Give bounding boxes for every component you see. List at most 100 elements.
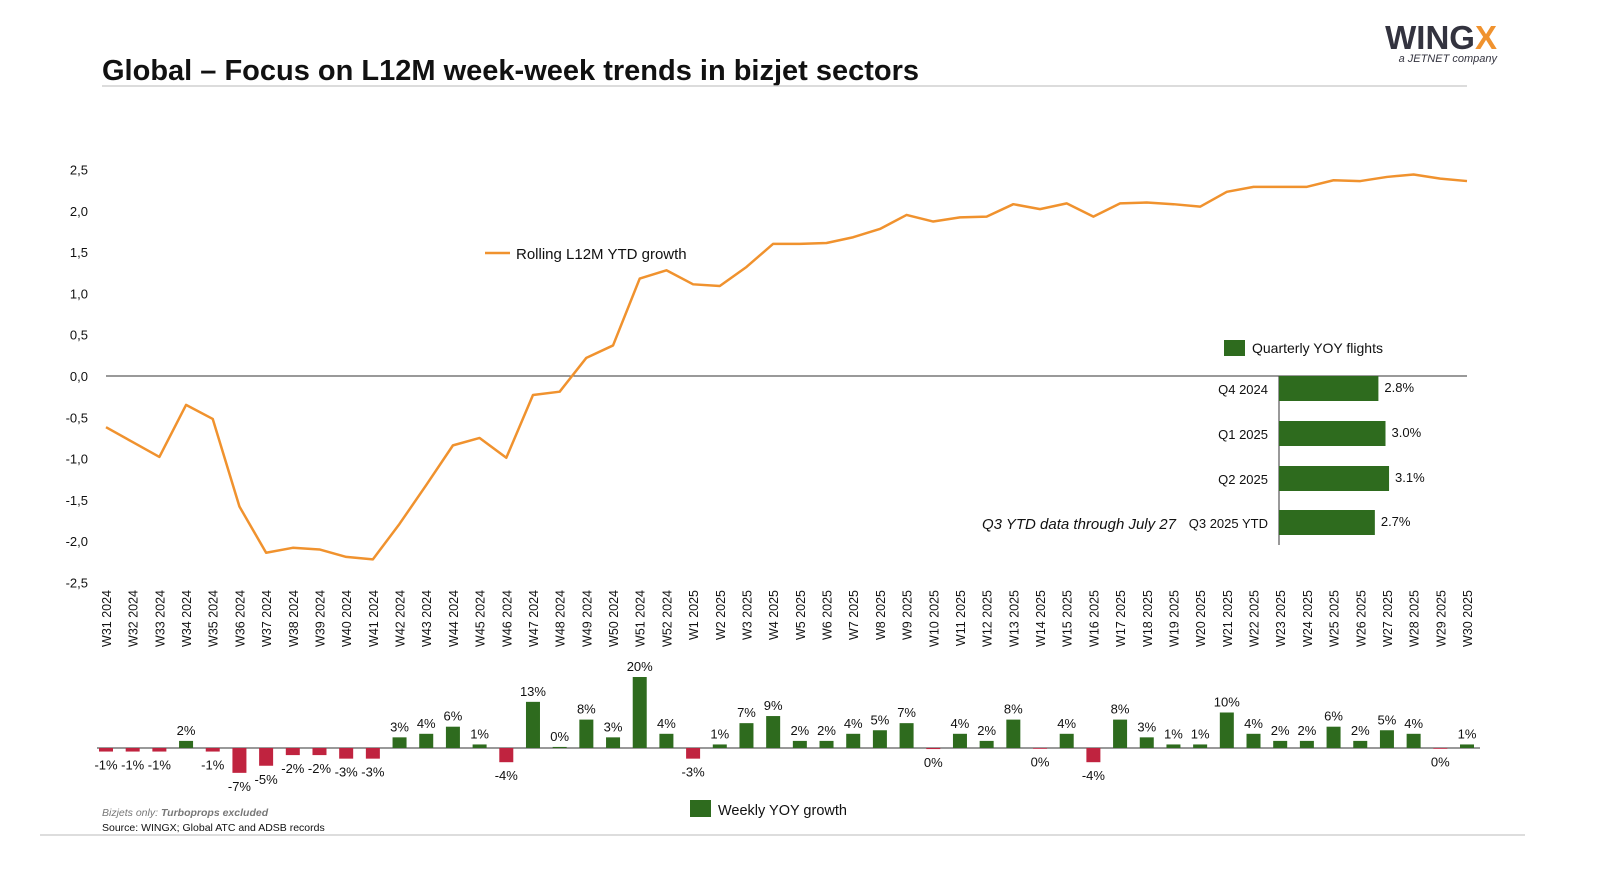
bar-data-label: 1% (470, 726, 489, 741)
quarterly-bar (1279, 421, 1386, 446)
bar-data-label: -2% (281, 761, 305, 776)
x-tick-label: W47 2024 (527, 590, 541, 647)
bar-data-label: 4% (844, 716, 863, 731)
bar-data-label: 0% (1031, 754, 1050, 769)
bar-data-label: 3% (390, 719, 409, 734)
weekly-bar (766, 716, 781, 748)
weekly-bar (1433, 748, 1448, 749)
x-tick-label: W10 2025 (927, 590, 941, 647)
bar-data-label: 2% (1271, 723, 1290, 738)
bar-data-label: 1% (1458, 726, 1477, 741)
x-tick-label: W30 2025 (1461, 590, 1475, 647)
x-tick-label: W28 2025 (1408, 590, 1422, 647)
y-tick-label: -0,5 (66, 410, 88, 425)
bar-data-label: -3% (361, 765, 385, 780)
weekly-bar (1193, 744, 1208, 748)
bar-data-label: 10% (1214, 695, 1240, 710)
bar-data-label: 9% (764, 698, 783, 713)
weekly-bar (552, 746, 567, 748)
quarterly-data-label: 3.0% (1392, 425, 1422, 440)
weekly-bar (1406, 733, 1421, 748)
bar-data-label: -4% (1082, 768, 1106, 783)
weekly-bar (1139, 737, 1154, 748)
bar-data-label: -5% (255, 772, 279, 787)
bar-data-label: 2% (977, 723, 996, 738)
weekly-bar (712, 744, 727, 748)
logo-tagline: a JETNET company (1399, 53, 1499, 65)
bar-data-label: 7% (897, 705, 916, 720)
x-tick-label: W2 2025 (714, 590, 728, 640)
bar-data-label: 4% (951, 716, 970, 731)
quarterly-category-label: Q4 2024 (1218, 382, 1268, 397)
footnote-source: Source: WINGX; Global ATC and ADSB recor… (102, 822, 325, 834)
bar-data-label: -3% (682, 765, 706, 780)
weekly-bar (739, 723, 754, 748)
weekly-bar (1166, 744, 1181, 748)
weekly-bar (445, 726, 460, 748)
x-tick-label: W16 2025 (1087, 590, 1101, 647)
quarterly-data-label: 3.1% (1395, 470, 1425, 485)
weekly-bar (259, 748, 274, 766)
x-tick-label: W19 2025 (1167, 590, 1181, 647)
x-tick-label: W3 2025 (740, 590, 754, 640)
weekly-bar (819, 740, 834, 748)
weekly-bar (365, 748, 380, 759)
bar-data-label: 4% (1404, 716, 1423, 731)
weekly-bar (606, 737, 621, 748)
weekly-bar (579, 719, 594, 748)
bar-data-label: 2% (177, 723, 196, 738)
bar-data-label: 8% (1004, 702, 1023, 717)
bar-data-label: 20% (627, 659, 653, 674)
bar-data-label: 5% (1378, 712, 1397, 727)
y-tick-label: 1,0 (70, 286, 88, 301)
x-tick-label: W21 2025 (1221, 590, 1235, 647)
bar-data-label: -1% (94, 758, 118, 773)
x-tick-label: W1 2025 (687, 590, 701, 640)
bar-data-label: 7% (737, 705, 756, 720)
weekly-bar (1033, 748, 1048, 749)
quarterly-bar-chart: 2.8% Q4 2024 3.0% Q1 2025 3.1% Q2 2025 2.7% Q3 … (982, 340, 1425, 545)
x-tick-label: W31 2024 (100, 590, 114, 647)
weekly-bar (99, 748, 113, 752)
x-tick-label: W8 2025 (874, 590, 888, 640)
bar-data-label: 1% (710, 726, 729, 741)
y-tick-label: 2,5 (70, 163, 88, 178)
x-tick-label: W46 2024 (500, 590, 514, 647)
bar-data-label: -2% (308, 761, 332, 776)
x-tick-label: W4 2025 (767, 590, 781, 640)
weekly-bar (1246, 733, 1261, 748)
legend-line-label: Rolling L12M YTD growth (516, 246, 687, 263)
weekly-bar (952, 733, 967, 748)
x-tick-label: W44 2024 (447, 590, 461, 647)
bar-data-label: -1% (121, 758, 145, 773)
weekly-bar (1353, 740, 1368, 748)
weekly-bar (872, 730, 887, 748)
x-tick-label: W42 2024 (394, 590, 408, 647)
bar-data-label: 5% (871, 712, 890, 727)
x-tick-label: W22 2025 (1248, 590, 1262, 647)
line-chart: 2,5 2,0 1,5 1,0 0,5 0,0 -0,5 -1,0 -1,5 -2,0 -2,5 W3… (66, 163, 1475, 647)
quarterly-bar (1279, 376, 1379, 401)
x-tick-label: W43 2024 (420, 590, 434, 647)
weekly-bar (312, 748, 327, 756)
x-tick-label: W27 2025 (1381, 590, 1395, 647)
x-tick-label: W52 2024 (660, 590, 674, 647)
x-tick-label: W15 2025 (1061, 590, 1075, 647)
quarterly-category-label: Q3 2025 YTD (1189, 516, 1268, 531)
wingx-logo: WINGX a JETNET company (1385, 19, 1498, 65)
x-tick-label: W32 2024 (127, 590, 141, 647)
y-tick-label: 0,0 (70, 369, 88, 384)
weekly-bar (392, 737, 407, 748)
weekly-bar (472, 744, 487, 748)
weekly-bar (285, 748, 300, 756)
bar-data-label: -4% (495, 768, 519, 783)
quarterly-bar (1279, 510, 1375, 535)
weekly-bar (1219, 712, 1234, 748)
x-tick-label: W39 2024 (313, 590, 327, 647)
weekly-bar (1113, 719, 1128, 748)
x-tick-label: W6 2025 (821, 590, 835, 640)
weekly-bar (632, 677, 647, 748)
bar-data-label: 0% (1431, 754, 1450, 769)
x-tick-label: W9 2025 (901, 590, 915, 640)
bar-data-label: 4% (657, 716, 676, 731)
